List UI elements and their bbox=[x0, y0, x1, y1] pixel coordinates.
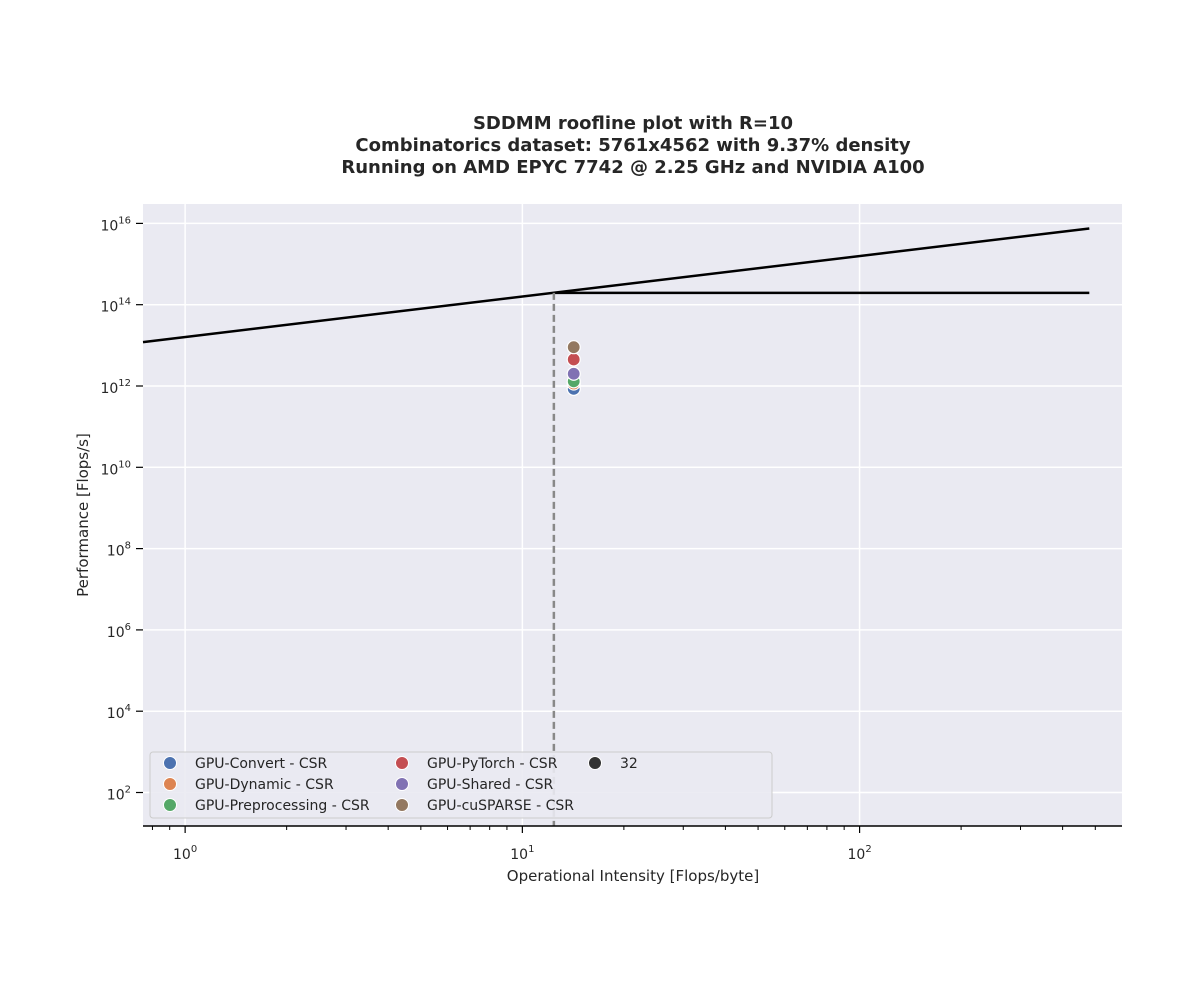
axes: 100 101 102 102 104 106 108 1010 1012 1014 1016 bbox=[100, 215, 1122, 863]
legend-marker bbox=[588, 756, 602, 770]
y-tick-label: 102 bbox=[107, 785, 131, 804]
chart-title-line-1: SDDMM roofline plot with R=10 bbox=[473, 113, 793, 134]
legend-label: GPU-Preprocessing - CSR bbox=[195, 798, 370, 814]
x-tick-label: 101 bbox=[510, 844, 534, 863]
y-tick-label: 108 bbox=[107, 541, 131, 560]
plot-area bbox=[143, 204, 1122, 826]
legend-label: GPU-PyTorch - CSR bbox=[427, 756, 558, 772]
legend-frame bbox=[149, 751, 773, 819]
legend-marker bbox=[163, 777, 177, 791]
y-axis-label: Performance [Flops/s] bbox=[74, 433, 92, 597]
x-tick-label: 102 bbox=[847, 844, 871, 863]
legend-marker bbox=[395, 798, 409, 812]
legend-label: 32 bbox=[620, 756, 638, 772]
y-tick-label: 1012 bbox=[100, 378, 131, 397]
legend-marker bbox=[395, 777, 409, 791]
y-tick-label: 104 bbox=[107, 703, 131, 722]
x-axis-label: Operational Intensity [Flops/byte] bbox=[507, 867, 759, 885]
y-tick-label: 1010 bbox=[100, 459, 131, 478]
data-points bbox=[566, 340, 581, 396]
legend: GPU-Convert - CSR GPU-Dynamic - CSR GPU-Pr… bbox=[149, 751, 773, 819]
legend-marker bbox=[163, 798, 177, 812]
chart-title: SDDMM roofline plot with R=10 Combinator… bbox=[341, 113, 924, 178]
legend-label: GPU-cuSPARSE - CSR bbox=[427, 798, 574, 814]
data-point-gpu-pytorch-csr bbox=[566, 352, 581, 367]
y-tick-label: 1016 bbox=[100, 215, 131, 234]
legend-marker bbox=[395, 756, 409, 770]
roofline bbox=[142, 227, 1090, 826]
y-tick-label: 106 bbox=[107, 622, 131, 641]
x-tick-label: 100 bbox=[173, 844, 197, 863]
data-point-gpu-cusparse-csr bbox=[566, 340, 581, 355]
chart-title-line-3: Running on AMD EPYC 7742 @ 2.25 GHz and … bbox=[341, 157, 924, 178]
memory-bound-line bbox=[142, 227, 1090, 344]
y-tick-label: 1014 bbox=[100, 297, 131, 316]
legend-marker bbox=[163, 756, 177, 770]
chart-title-line-2: Combinatorics dataset: 5761x4562 with 9.… bbox=[355, 135, 910, 156]
data-point-gpu-shared-csr bbox=[566, 366, 581, 381]
legend-label: GPU-Shared - CSR bbox=[427, 777, 553, 793]
legend-label: GPU-Dynamic - CSR bbox=[195, 777, 334, 793]
legend-label: GPU-Convert - CSR bbox=[195, 756, 328, 772]
